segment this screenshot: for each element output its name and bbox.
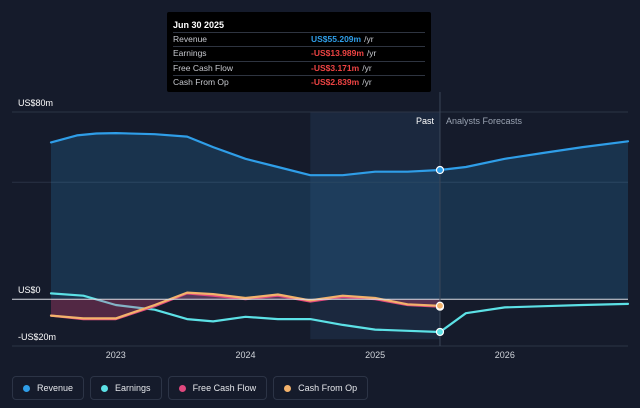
tooltip-label: Cash From Op (173, 77, 229, 88)
tooltip-row-revenue: Revenue US$55.209m /yr (173, 32, 425, 46)
tooltip: Jun 30 2025 Revenue US$55.209m /yr Earni… (167, 12, 431, 92)
legend-dot-icon (23, 384, 30, 392)
legend-item-free-cash-flow[interactable]: Free Cash Flow (167, 376, 268, 400)
series-line-cash-from-op (49, 291, 442, 320)
tooltip-row-cash-from-op: Cash From Op -US$2.839m /yr (173, 75, 425, 89)
tooltip-value: -US$13.989m (311, 48, 364, 59)
marker-cash-from-op (435, 301, 445, 310)
legend-item-revenue[interactable]: Revenue (12, 376, 85, 400)
tooltip-label: Earnings (173, 48, 207, 59)
tooltip-unit: /yr (362, 77, 372, 88)
tooltip-value: US$55.209m (311, 34, 362, 44)
series-area-revenue (51, 133, 628, 300)
y-label-zero: US$0 (18, 285, 41, 295)
marker-revenue (435, 165, 445, 175)
tooltip-unit: /yr (364, 34, 374, 44)
tooltip-value: -US$3.171m (311, 62, 360, 73)
series-line-revenue (49, 132, 630, 177)
past-label: Past (416, 116, 435, 126)
tooltip-row-earnings: Earnings -US$13.989m /yr (173, 46, 425, 60)
past-region (310, 112, 440, 340)
legend-label: Revenue (37, 383, 74, 393)
x-tick-2026: 2026 (495, 350, 515, 360)
forecast-label: Analysts Forecasts (446, 116, 523, 126)
legend-dot-icon (178, 384, 186, 392)
tooltip-unit: /yr (366, 48, 377, 59)
x-tick-2025: 2025 (365, 350, 385, 360)
tooltip-label: Revenue (173, 34, 208, 44)
legend-item-cash-from-op[interactable]: Cash From Op (273, 376, 369, 400)
legend-label: Cash From Op (298, 383, 358, 393)
tooltip-label: Free Cash Flow (173, 62, 233, 73)
x-tick-2024: 2024 (235, 350, 255, 360)
legend-label: Earnings (115, 383, 151, 393)
legend-label: Free Cash Flow (192, 383, 257, 393)
legend-item-earnings[interactable]: Earnings (90, 376, 162, 400)
x-tick-2023: 2023 (106, 350, 126, 360)
tooltip-unit: /yr (362, 62, 372, 73)
y-label-bottom: -US$20m (18, 332, 56, 342)
series-area-free-cash-flow (51, 293, 440, 320)
y-label-top: US$80m (18, 98, 53, 108)
marker-earnings (435, 327, 445, 337)
tooltip-value: -US$2.839m (311, 77, 360, 88)
legend: Revenue Earnings Free Cash Flow Cash Fro… (12, 376, 369, 400)
legend-dot-icon (101, 384, 109, 392)
tooltip-date: Jun 30 2025 (173, 20, 225, 30)
legend-dot-icon (284, 384, 292, 392)
tooltip-row-free-cash-flow: Free Cash Flow -US$3.171m /yr (173, 60, 425, 75)
